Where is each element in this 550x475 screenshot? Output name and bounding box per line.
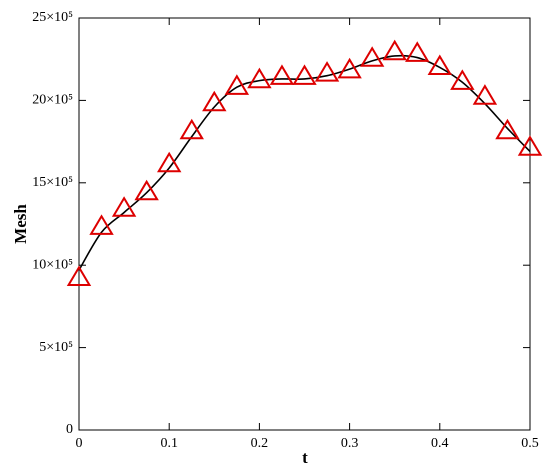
triangle-marker: [224, 74, 250, 95]
y-tick-label: 15×10⁵: [32, 175, 73, 190]
triangle-marker: [495, 118, 520, 140]
triangle-marker: [405, 41, 430, 62]
triangle-marker: [292, 64, 317, 85]
triangle-marker: [359, 46, 385, 67]
triangle-marker: [111, 196, 137, 217]
y-axis-label: Mesh: [11, 204, 30, 244]
triangle-marker: [134, 179, 159, 201]
triangle-marker: [179, 118, 204, 140]
y-tick-label: 0: [66, 422, 73, 437]
triangle-marker: [314, 61, 340, 82]
triangle-marker: [66, 265, 92, 286]
x-tick-label: 0: [76, 436, 83, 451]
triangle-marker: [427, 54, 453, 76]
triangle-marker: [156, 151, 182, 173]
triangle-marker: [247, 67, 272, 89]
triangle-marker: [269, 64, 295, 85]
triangle-marker: [517, 135, 543, 156]
triangle-marker: [472, 84, 498, 105]
y-tick-label: 10×10⁵: [32, 257, 73, 272]
plot-frame: [78, 17, 531, 431]
y-tick-label: 20×10⁵: [32, 93, 73, 108]
triangle-marker: [202, 90, 227, 112]
y-tick-label: 5×10⁵: [39, 340, 73, 355]
x-tick-label: 0.5: [521, 436, 539, 451]
triangle-marker: [337, 57, 362, 79]
triangle-marker: [382, 39, 407, 61]
x-axis-label: t: [302, 448, 308, 467]
triangle-marker: [450, 69, 475, 90]
x-tick-label: 0.4: [431, 436, 449, 451]
curve: [78, 54, 531, 271]
x-tick-label: 0.2: [251, 436, 269, 451]
y-tick-label: 25×10⁵: [32, 10, 73, 25]
x-tick-label: 0.3: [341, 436, 359, 451]
triangle-marker: [89, 214, 114, 235]
x-tick-label: 0.1: [160, 436, 178, 451]
